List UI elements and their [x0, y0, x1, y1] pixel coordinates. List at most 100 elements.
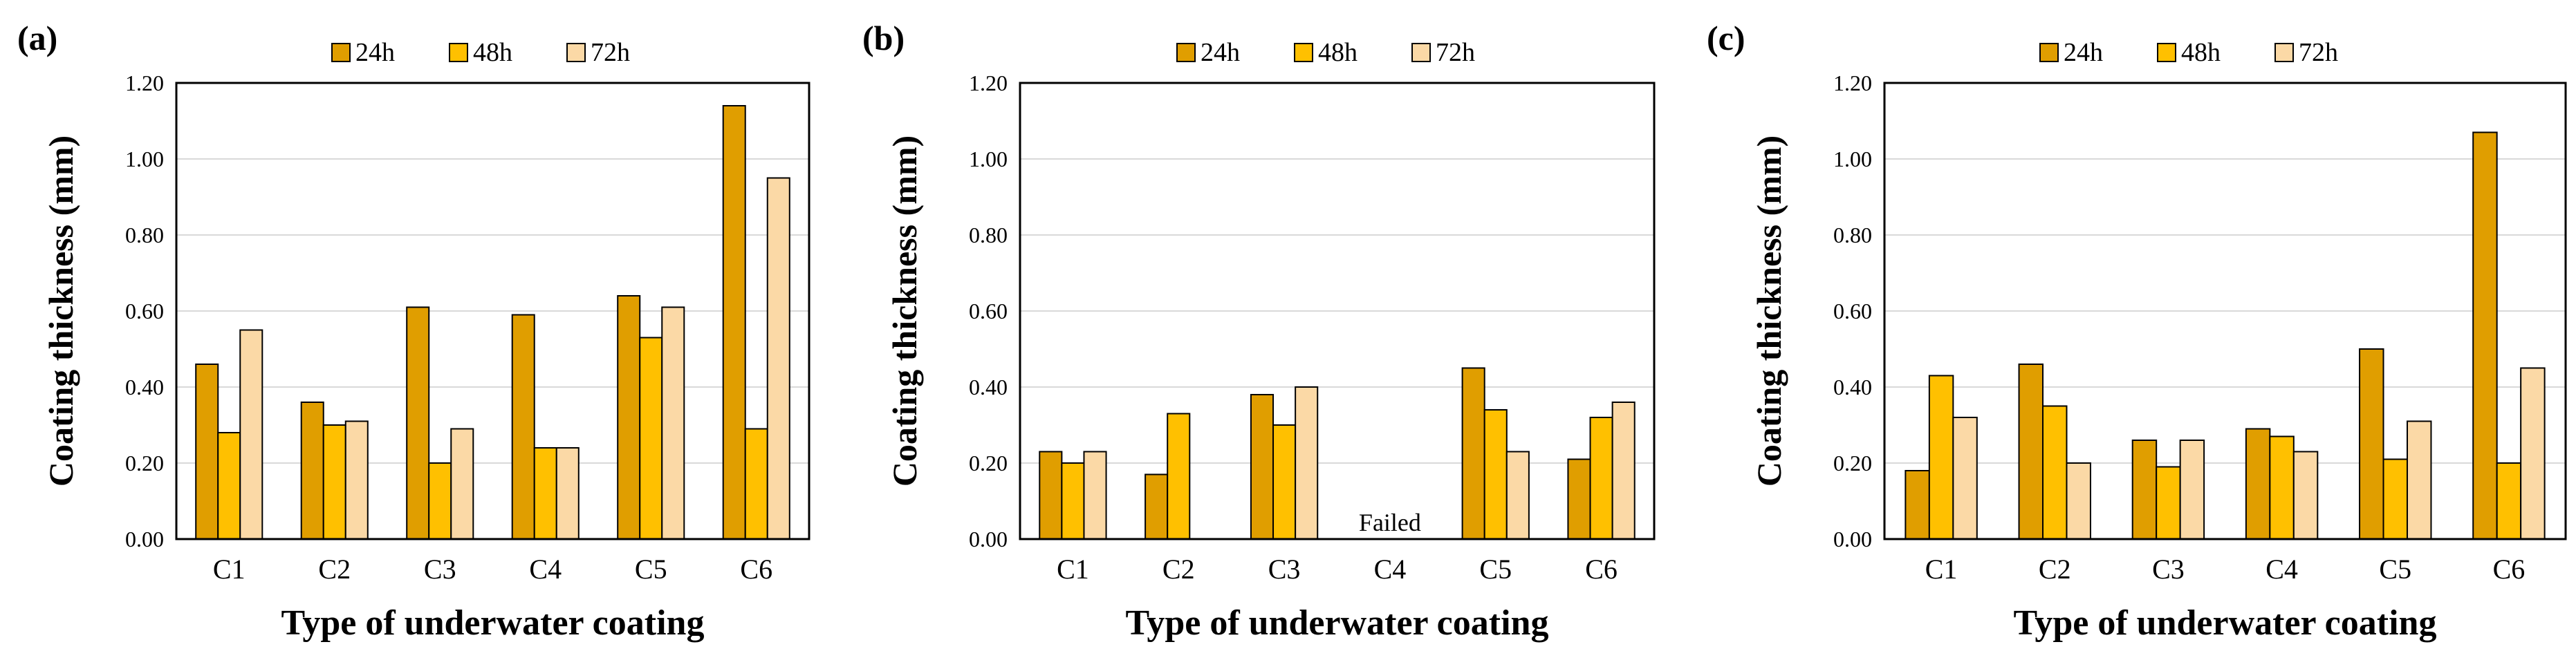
bar-c4-48h [2269, 435, 2295, 540]
bar-c2-48h [2042, 405, 2068, 540]
bar-c5-72h [661, 306, 685, 540]
legend-swatch-48h [2157, 43, 2176, 62]
legend-label-48h: 48h [2181, 38, 2221, 67]
bar-c4-72h [555, 447, 580, 540]
panel-label: (b) [862, 19, 905, 57]
y-tick-label: 1.20 [1833, 70, 1872, 95]
bar-c2-24h [300, 402, 324, 540]
category-label: C3 [424, 554, 456, 585]
chart-panel-1: C1 C2 C3 C4 C5 C6 0.00 0.20 0.40 0.60 0.80 1.00 1.20… [17, 19, 810, 643]
bar-c6-24h [2472, 131, 2498, 540]
y-tick-label: 0.20 [125, 451, 164, 475]
legend: 24h 48h 72h [2039, 38, 2338, 67]
legend-label-48h: 48h [473, 38, 512, 67]
plot-frame [1883, 82, 2567, 540]
category-label: C6 [1585, 554, 1618, 585]
bar-c3-24h [2131, 440, 2158, 540]
bar-c2-24h [1145, 473, 1169, 540]
bar-c5-72h [2406, 420, 2432, 540]
bar-c5-48h [639, 337, 663, 540]
y-tick-label: 0.20 [969, 451, 1008, 475]
bar-c1-48h [1928, 375, 1954, 540]
panel-label: (c) [1707, 19, 1745, 57]
bar-c6-24h [722, 105, 746, 540]
x-axis-title: Type of underwater coating [1126, 603, 1549, 643]
bar-c1-24h [1905, 470, 1930, 540]
bar-c3-24h [1250, 394, 1275, 540]
bar-c2-48h [1167, 413, 1191, 540]
bar-c5-24h [1461, 367, 1485, 540]
bar-c2-48h [322, 424, 346, 540]
bar-c3-48h [1272, 424, 1297, 540]
y-tick-label: 0.80 [1833, 223, 1872, 247]
bar-c1-24h [1039, 451, 1063, 540]
bar-c3-24h [406, 306, 430, 540]
bar-c5-24h [2359, 348, 2384, 540]
bar-c6-24h [1567, 458, 1591, 540]
bar-c5-72h [1505, 451, 1530, 540]
category-label: C2 [1162, 554, 1195, 585]
y-tick-label: 1.20 [125, 70, 164, 95]
x-axis-title: Type of underwater coating [281, 603, 705, 643]
y-tick-label: 1.00 [125, 147, 164, 171]
category-label: C4 [529, 554, 562, 585]
chart-panel-2: C1 C2 C3 C4 C5 C6 Failed 0.00 0.20 0.40 0.60 0.80 1.… [862, 19, 1656, 643]
y-axis-title: Coating thickness (mm) [1750, 135, 1788, 487]
legend-swatch-48h [449, 43, 468, 62]
plot-frame [175, 82, 810, 540]
x-axis-title: Type of underwater coating [2014, 603, 2437, 643]
chart-panel-3: C1 C2 C3 C4 C5 C6 0.00 0.20 0.40 0.60 0.80 1.00 1.20… [1707, 19, 2567, 643]
category-label: C1 [1057, 554, 1089, 585]
category-label: C5 [2379, 554, 2411, 585]
legend-swatch-24h [1176, 43, 1196, 62]
y-tick-label: 1.00 [969, 147, 1008, 171]
plot-frame [1019, 82, 1656, 540]
category-label: C5 [635, 554, 667, 585]
legend-swatch-48h [1294, 43, 1313, 62]
y-tick-label: 0.40 [125, 375, 164, 399]
category-label: C4 [1374, 554, 1407, 585]
legend-label-24h: 24h [2064, 38, 2103, 67]
bar-c1-48h [1061, 462, 1085, 540]
y-axis-title: Coating thickness (mm) [41, 135, 80, 487]
y-tick-label: 0.00 [125, 527, 164, 552]
bar-c3-72h [1295, 386, 1319, 540]
bar-c4-72h [2292, 451, 2319, 540]
legend-swatch-72h [1411, 43, 1431, 62]
category-label: C2 [2039, 554, 2071, 585]
category-label: C6 [2493, 554, 2526, 585]
legend-label-48h: 48h [1318, 38, 1358, 67]
legend-label-24h: 24h [1201, 38, 1240, 67]
category-label: C3 [1268, 554, 1301, 585]
legend-swatch-24h [2039, 43, 2059, 62]
y-tick-label: 0.80 [125, 223, 164, 247]
bar-c1-72h [1952, 417, 1978, 540]
bar-c2-72h [2066, 462, 2091, 540]
category-label: C1 [1925, 554, 1958, 585]
category-label: C4 [2265, 554, 2298, 585]
bar-c6-48h [744, 428, 768, 540]
panel-label: (a) [17, 19, 57, 57]
legend-label-24h: 24h [355, 38, 395, 67]
bar-c5-24h [617, 295, 641, 540]
bar-c6-72h [1611, 402, 1636, 540]
bar-c4-24h [511, 314, 535, 540]
category-label: C2 [318, 554, 351, 585]
legend-label-72h: 72h [591, 38, 630, 67]
bar-c3-48h [428, 462, 452, 540]
legend: 24h 48h 72h [1176, 38, 1475, 67]
legend-swatch-24h [331, 43, 351, 62]
y-tick-label: 0.40 [969, 375, 1008, 399]
category-label: C1 [213, 554, 245, 585]
y-tick-label: 1.20 [969, 70, 1008, 95]
y-tick-label: 0.60 [969, 299, 1008, 323]
bar-c1-72h [239, 329, 263, 540]
y-tick-label: 0.60 [125, 299, 164, 323]
category-label: C6 [740, 554, 772, 585]
annotation-failed: Failed [1359, 509, 1421, 536]
bar-c5-48h [2382, 458, 2408, 540]
bar-c1-48h [217, 432, 241, 540]
y-tick-label: 0.20 [1833, 451, 1872, 475]
y-tick-label: 0.60 [1833, 299, 1872, 323]
